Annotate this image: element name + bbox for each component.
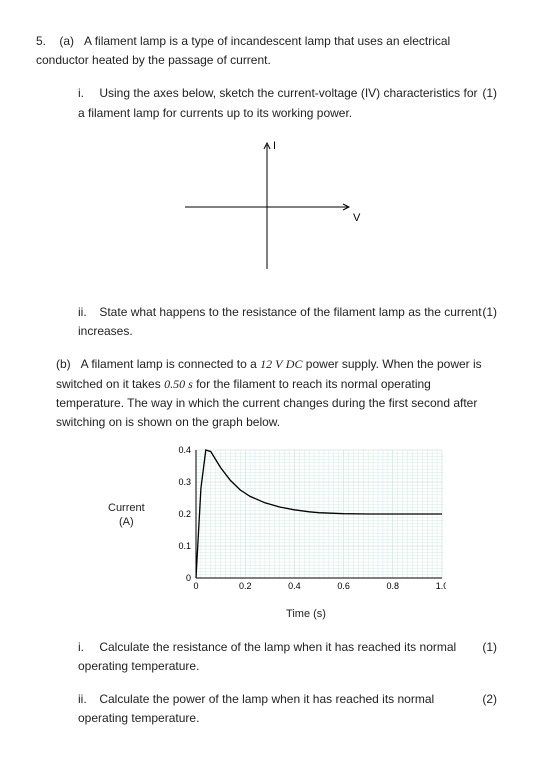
svg-text:0: 0 xyxy=(186,573,191,583)
part-a-text: A filament lamp is a type of incandescen… xyxy=(36,34,450,67)
part-b-ii: (2) ii. Calculate the power of the lamp … xyxy=(78,690,497,728)
current-time-svg: 0 0.2 0.4 0.6 0.8 1.0 0 0.1 0.2 0.3 0.4 xyxy=(166,446,446,596)
sub-a-ii-text: State what happens to the resistance of … xyxy=(78,305,482,338)
marks-a-ii: (1) xyxy=(482,303,497,322)
svg-text:0.4: 0.4 xyxy=(178,446,191,455)
question-number: 5. xyxy=(36,32,56,51)
sub-b-i-label: i. xyxy=(78,638,96,657)
b-value-V: 12 V xyxy=(260,357,282,371)
svg-text:V: V xyxy=(353,212,361,224)
iv-axes-svg: IV xyxy=(167,137,367,277)
part-a-label: (a) xyxy=(59,32,81,51)
sub-a-i-text: Using the axes below, sketch the current… xyxy=(78,86,478,119)
part-b-intro: (b) A filament lamp is connected to a 12… xyxy=(56,355,497,432)
svg-text:0.6: 0.6 xyxy=(337,581,350,591)
b-DC: DC xyxy=(286,357,303,371)
graph-xlabel: Time (s) xyxy=(166,606,446,624)
sub-b-i-text: Calculate the resistance of the lamp whe… xyxy=(78,640,456,673)
svg-text:0.2: 0.2 xyxy=(239,581,252,591)
svg-text:0.8: 0.8 xyxy=(387,581,400,591)
part-a-i: (1) i. Using the axes below, sketch the … xyxy=(78,84,497,122)
marks-a-i: (1) xyxy=(482,84,497,103)
svg-text:0: 0 xyxy=(193,581,198,591)
svg-text:0.4: 0.4 xyxy=(288,581,301,591)
svg-text:1.0: 1.0 xyxy=(436,581,446,591)
svg-text:I: I xyxy=(273,140,276,152)
svg-text:0.1: 0.1 xyxy=(178,541,191,551)
sub-b-ii-text: Calculate the power of the lamp when it … xyxy=(78,692,434,725)
iv-axes-figure: IV xyxy=(36,137,497,283)
marks-b-i: (1) xyxy=(482,638,497,657)
part-a-ii: (1) ii. State what happens to the resist… xyxy=(78,303,497,341)
question-5a-intro: 5. (a) A filament lamp is a type of inca… xyxy=(36,32,497,70)
svg-text:0.3: 0.3 xyxy=(178,477,191,487)
sub-a-i-label: i. xyxy=(78,84,96,103)
b-intro-1: A filament lamp is connected to a xyxy=(81,357,260,371)
graph-ylabel: Current (A) xyxy=(108,501,145,530)
current-time-graph: Current (A) 00.20.40.60.81.000.10.20.30.… xyxy=(166,446,497,624)
svg-text:0.2: 0.2 xyxy=(178,509,191,519)
part-b-i: (1) i. Calculate the resistance of the l… xyxy=(78,638,497,676)
sub-a-ii-label: ii. xyxy=(78,303,96,322)
b-value-t: 0.50 s xyxy=(164,377,193,391)
part-b-label: (b) xyxy=(56,355,78,374)
